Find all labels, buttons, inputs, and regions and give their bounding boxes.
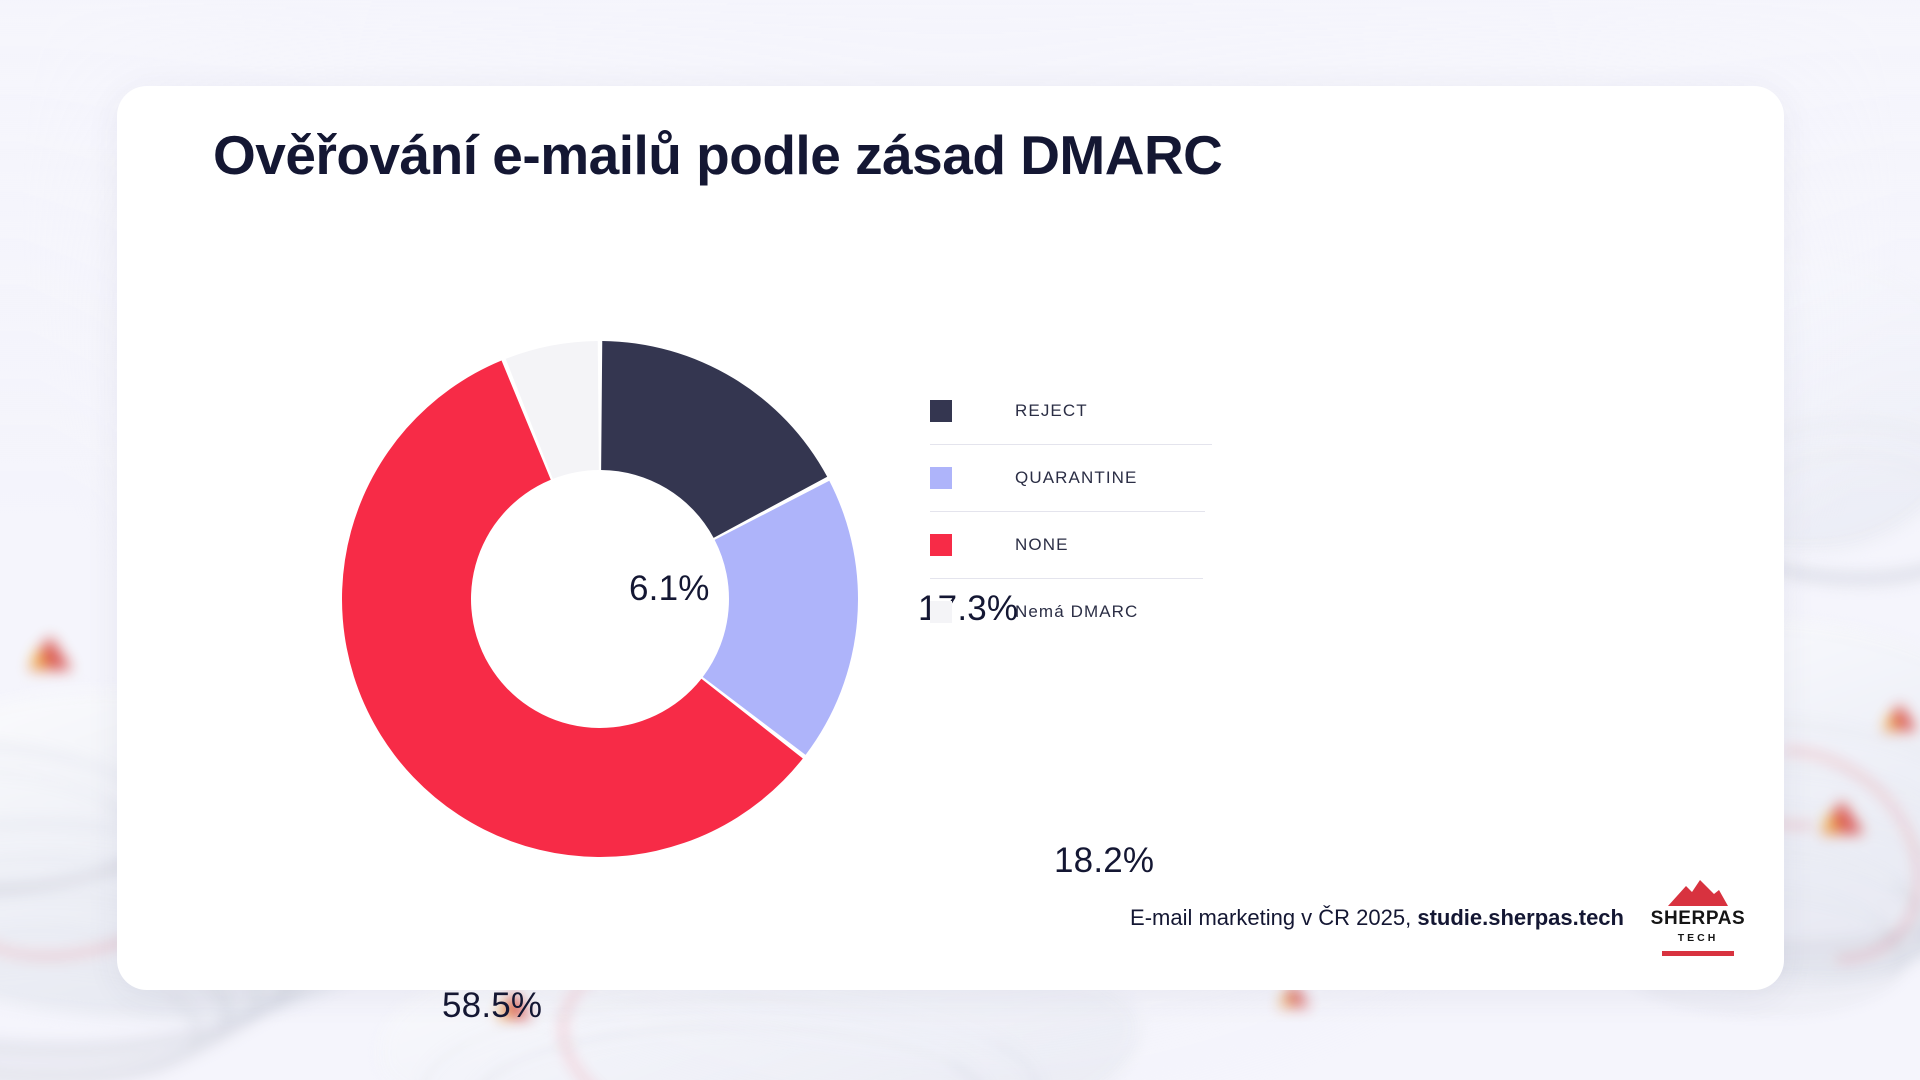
footer-source-text: E-mail marketing v ČR 2025, studie.sherp… (1130, 905, 1624, 931)
donut-slice[interactable] (702, 480, 858, 755)
chart-legend: REJECT QUARANTINE NONE Nemá DMARC (930, 378, 1230, 645)
legend-swatch-none-icon (930, 534, 952, 556)
legend-item-quarantine[interactable]: QUARANTINE (930, 445, 1230, 511)
logo-wordmark: SHERPAS (1650, 907, 1746, 929)
legend-item-nema-dmarc[interactable]: Nemá DMARC (930, 579, 1230, 645)
legend-swatch-nema-dmarc-icon (930, 601, 952, 623)
logo-underline (1662, 951, 1734, 956)
slice-label-quarantine: 18.2% (1054, 841, 1155, 880)
donut-chart: 6.1% 17.3% 18.2% 58.5% (342, 341, 1154, 1025)
chart-card: Ověřování e-mailů podle zásad DMARC 6.1%… (117, 86, 1784, 1025)
card-footer: E-mail marketing v ČR 2025, studie.sherp… (1130, 879, 1746, 956)
page-title: Ověřování e-mailů podle zásad DMARC (213, 124, 1223, 186)
donut-chart-svg (342, 341, 858, 857)
footer-prefix: E-mail marketing v ČR 2025, (1130, 904, 1418, 930)
footer-source-link[interactable]: studie.sherpas.tech (1417, 904, 1624, 930)
legend-divider (930, 511, 1205, 512)
slice-label-nema-dmarc: 6.1% (629, 569, 710, 608)
legend-label-nema-dmarc: Nemá DMARC (1015, 602, 1139, 621)
legend-divider (930, 578, 1203, 579)
mountain-icon (1668, 879, 1728, 906)
legend-divider (930, 444, 1212, 445)
donut-slice[interactable] (505, 341, 599, 479)
sherpas-tech-logo: SHERPAS TECH (1650, 879, 1746, 956)
legend-swatch-quarantine-icon (930, 467, 952, 489)
legend-swatch-reject-icon (930, 400, 952, 422)
legend-label-reject: REJECT (1015, 401, 1088, 420)
legend-item-reject[interactable]: REJECT (930, 378, 1230, 444)
legend-label-none: NONE (1015, 535, 1069, 554)
donut-slice-group (342, 341, 858, 857)
donut-slice[interactable] (342, 360, 803, 857)
legend-label-quarantine: QUARANTINE (1015, 468, 1138, 487)
donut-slice[interactable] (601, 341, 828, 538)
slice-label-none: 58.5% (442, 986, 543, 1025)
logo-subtitle: TECH (1677, 931, 1719, 944)
legend-item-none[interactable]: NONE (930, 512, 1230, 578)
